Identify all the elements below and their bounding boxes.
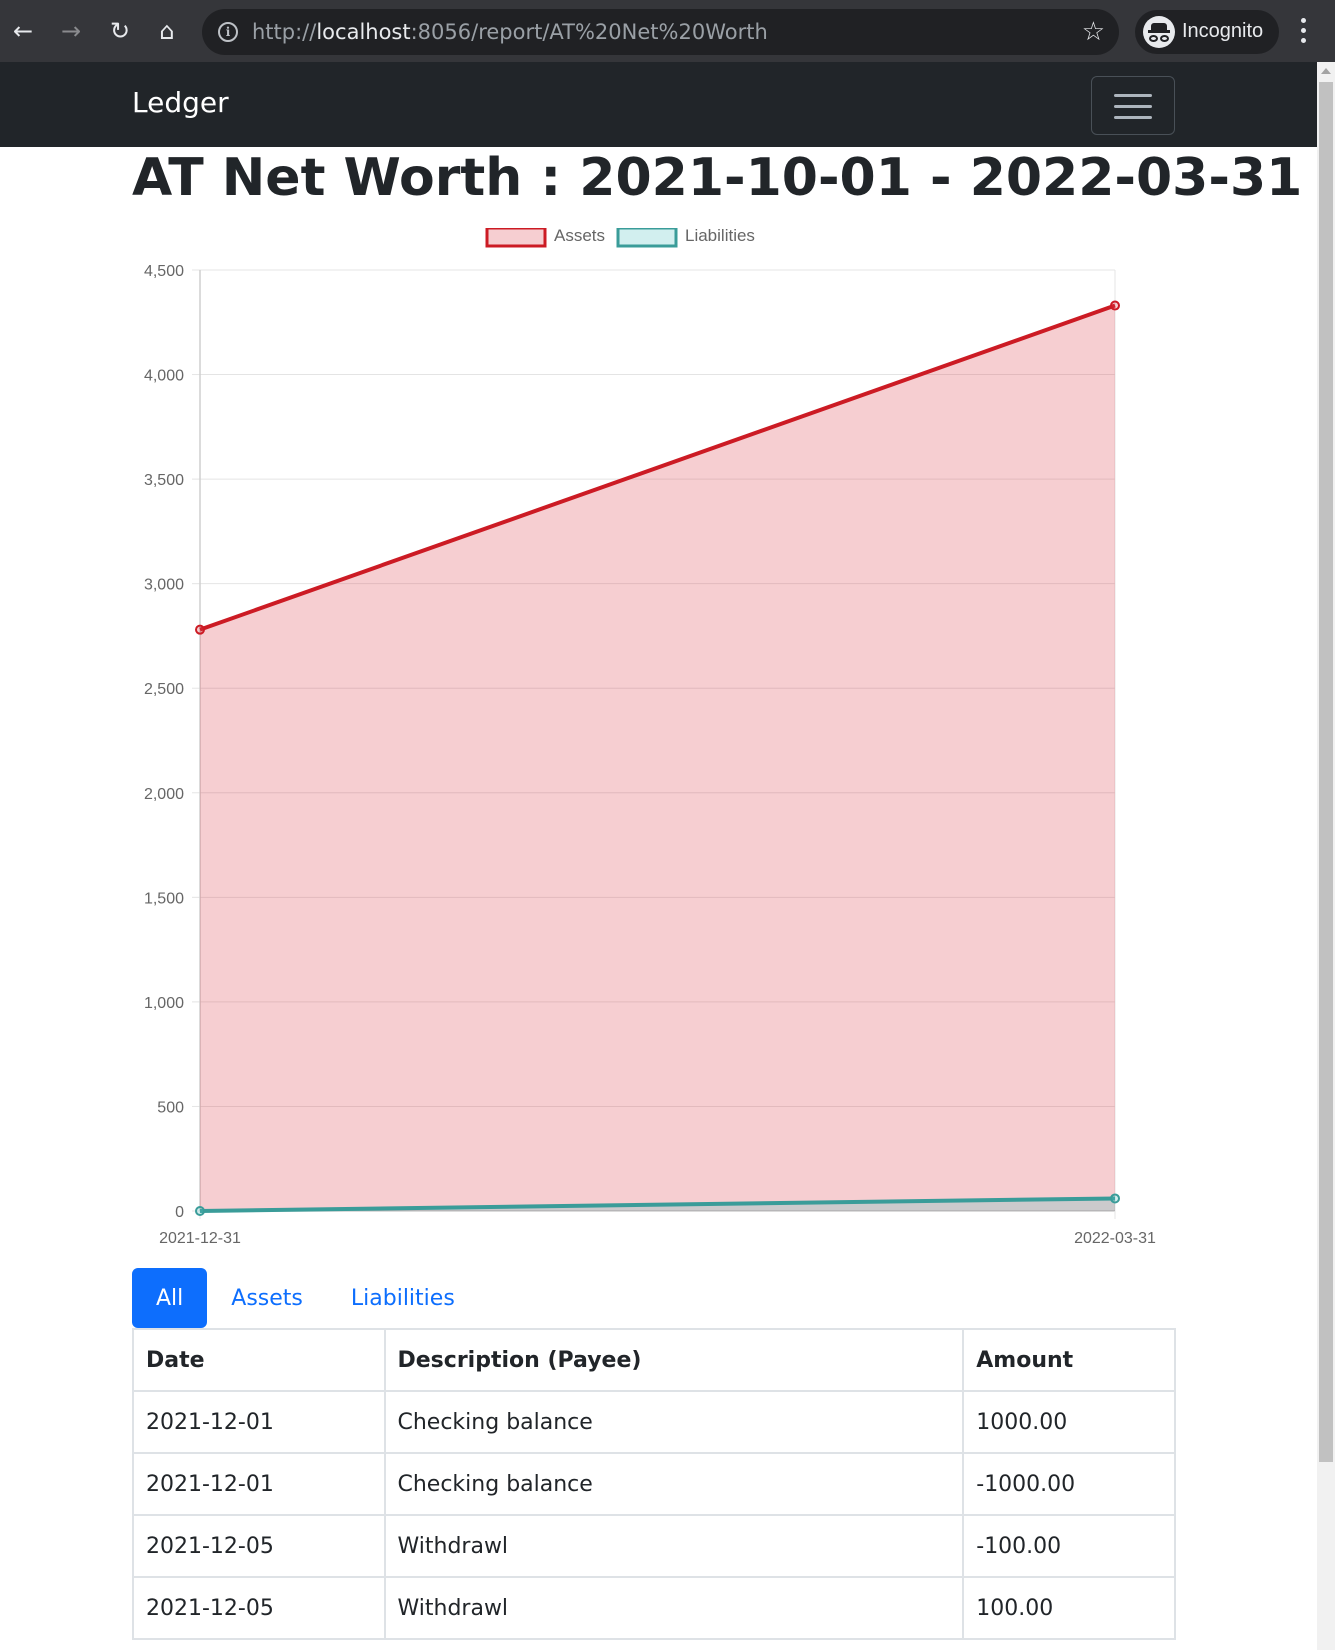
y-tick-label: 3,500 [144,472,184,489]
legend-label-liabilities: Liabilities [685,228,755,245]
cell-amount: -1000.00 [962,1452,1176,1516]
cell-amount: 1000.00 [962,1390,1176,1454]
cell-amount: -100.00 [962,1514,1176,1578]
net-worth-chart: 0 500 1,000 1,500 2,000 2,500 3,000 3,500 4,000 4… [110,226,1200,1268]
cell-amount: 100.00 [962,1576,1176,1640]
data-point-liabilities [195,1206,205,1216]
y-tick-label: 1,500 [144,890,184,907]
page-title: AT Net Worth : 2021-10-01 - 2022-03-31 [132,148,1303,208]
cell-description: Withdrawl [383,1576,965,1640]
brand-link[interactable]: Ledger [132,86,229,119]
incognito-profile-button[interactable]: Incognito [1135,10,1279,54]
cell-date: 2021-12-01 [132,1390,386,1454]
y-tick-label: 1,000 [144,995,184,1012]
tab-all[interactable]: All [132,1268,208,1328]
y-tick-label: 0 [175,1204,184,1221]
legend-swatch-assets [485,226,547,248]
column-header-amount: Amount [962,1328,1176,1392]
tab-liabilities[interactable]: Liabilities [350,1285,455,1311]
cell-description: Checking balance [383,1452,965,1516]
app-navbar: Ledger [0,62,1317,147]
forward-icon[interactable]: → [60,17,82,45]
browser-menu-icon[interactable] [1298,16,1308,46]
address-url[interactable]: http://localhost:8056/report/AT%20Net%20… [252,20,768,44]
tab-assets[interactable]: Assets [231,1285,303,1311]
column-header-date: Date [132,1328,386,1392]
back-icon[interactable]: ← [12,17,34,45]
site-info-icon[interactable]: i [218,22,238,42]
data-point-liabilities [1110,1193,1120,1204]
cell-description: Checking balance [383,1390,965,1454]
navbar-toggler-button[interactable] [1091,76,1175,135]
report-tabs: All Assets Liabilities [132,1268,479,1328]
cell-date: 2021-12-05 [132,1576,386,1640]
cell-date: 2021-12-05 [132,1514,386,1578]
scroll-up-arrow-icon[interactable] [1321,68,1331,74]
incognito-label: Incognito [1182,20,1264,42]
x-tick-label: 2021-12-31 [159,1230,241,1247]
bookmark-star-icon[interactable]: ☆ [1081,17,1105,47]
series-line-liabilities [199,1196,1116,1213]
legend-swatch-liabilities [616,226,678,248]
data-point-assets [195,624,205,635]
y-tick-label: 4,000 [144,368,184,385]
y-tick-label: 2,000 [144,786,184,803]
transactions-table: Date Description (Payee) Amount 2021-12-… [132,1328,1176,1640]
legend-label-assets: Assets [554,228,605,245]
column-header-description: Description (Payee) [383,1328,965,1392]
address-bar[interactable]: i http://localhost:8056/report/AT%20Net%… [202,9,1119,55]
y-tick-label: 4,500 [144,263,184,280]
incognito-icon [1143,16,1175,48]
table-header-row: Date Description (Payee) Amount [132,1328,1176,1392]
browser-toolbar: ← → ↻ ⌂ i http://localhost:8056/report/A… [0,0,1335,62]
reload-icon[interactable]: ↻ [109,17,131,45]
home-icon[interactable]: ⌂ [159,17,175,45]
y-tick-label: 500 [157,1099,184,1116]
x-tick-label: 2022-03-31 [1074,1230,1156,1247]
series-line-assets [199,303,1116,632]
table-row[interactable]: 2021-12-01 Checking balance -1000.00 [132,1452,1176,1516]
table-row[interactable]: 2021-12-05 Withdrawl 100.00 [132,1576,1176,1640]
transactions-table-wrap: Date Description (Payee) Amount 2021-12-… [132,1328,1176,1640]
page-scrollbar[interactable] [1317,62,1335,1650]
cell-date: 2021-12-01 [132,1452,386,1516]
y-tick-label: 2,500 [144,681,184,698]
y-tick-label: 3,000 [144,577,184,594]
chart-svg: 0 500 1,000 1,500 2,000 2,500 3,000 3,500 4,000 4… [144,226,1156,1247]
data-point-assets [1110,300,1120,311]
table-row[interactable]: 2021-12-01 Checking balance 1000.00 [132,1390,1176,1454]
cell-description: Withdrawl [383,1514,965,1578]
scrollbar-thumb[interactable] [1319,82,1333,1462]
series-area-assets [200,305,1115,1211]
table-row[interactable]: 2021-12-05 Withdrawl -100.00 [132,1514,1176,1578]
